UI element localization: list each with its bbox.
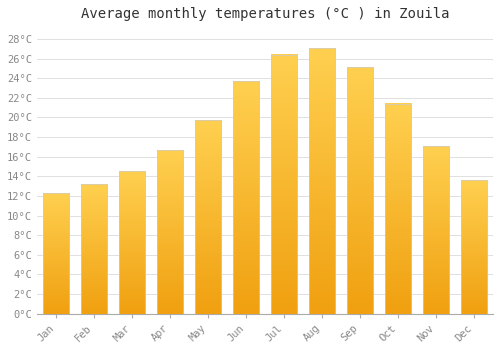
Bar bbox=[308, 48, 336, 314]
Bar bbox=[118, 172, 145, 314]
Bar bbox=[346, 67, 374, 314]
Title: Average monthly temperatures (°C ) in Zouila: Average monthly temperatures (°C ) in Zo… bbox=[80, 7, 449, 21]
Bar bbox=[460, 180, 487, 314]
Bar bbox=[42, 193, 69, 314]
Bar bbox=[384, 104, 411, 314]
Bar bbox=[270, 55, 297, 314]
Bar bbox=[194, 120, 221, 314]
Bar bbox=[156, 150, 183, 314]
Bar bbox=[422, 146, 450, 314]
Bar bbox=[80, 184, 107, 314]
Bar bbox=[232, 81, 259, 314]
